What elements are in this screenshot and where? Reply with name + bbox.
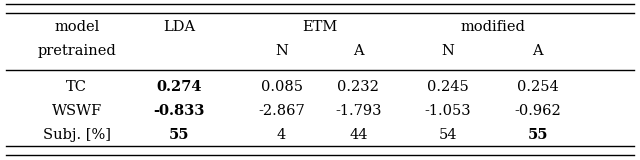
Text: -0.833: -0.833 xyxy=(154,104,205,118)
Text: 0.232: 0.232 xyxy=(337,80,380,94)
Text: -1.793: -1.793 xyxy=(335,104,381,118)
Text: 0.085: 0.085 xyxy=(260,80,303,94)
Text: A: A xyxy=(532,44,543,58)
Text: ETM: ETM xyxy=(302,20,338,34)
Text: 0.245: 0.245 xyxy=(427,80,469,94)
Text: 55: 55 xyxy=(169,128,189,142)
Text: 44: 44 xyxy=(349,128,367,142)
Text: 0.254: 0.254 xyxy=(516,80,559,94)
Text: TC: TC xyxy=(67,80,87,94)
Text: A: A xyxy=(353,44,364,58)
Text: Subj. [%]: Subj. [%] xyxy=(43,128,111,142)
Text: pretrained: pretrained xyxy=(37,44,116,58)
Text: 4: 4 xyxy=(277,128,286,142)
Text: 0.274: 0.274 xyxy=(156,80,202,94)
Text: -0.962: -0.962 xyxy=(514,104,561,118)
Text: modified: modified xyxy=(460,20,525,34)
Text: -1.053: -1.053 xyxy=(425,104,471,118)
Text: 55: 55 xyxy=(527,128,548,142)
Text: WSWF: WSWF xyxy=(52,104,102,118)
Text: -2.867: -2.867 xyxy=(258,104,305,118)
Text: N: N xyxy=(442,44,454,58)
Text: LDA: LDA xyxy=(163,20,195,34)
Text: model: model xyxy=(54,20,99,34)
Text: 54: 54 xyxy=(439,128,457,142)
Text: N: N xyxy=(275,44,288,58)
